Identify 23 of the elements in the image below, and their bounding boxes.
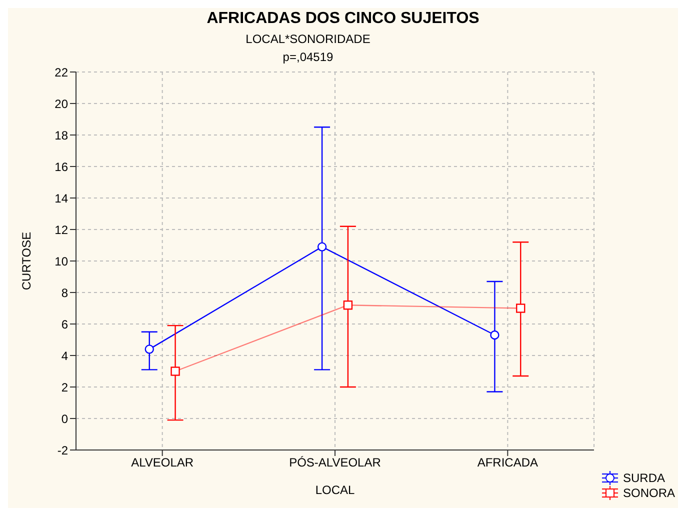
y-tick-label: 20 — [54, 96, 68, 111]
y-tick-label: 10 — [54, 254, 68, 268]
y-tick-label: 2 — [61, 380, 68, 394]
legend-label: SURDA — [623, 470, 666, 484]
y-axis-title: CURTOSE — [19, 232, 34, 290]
y-tick-label: 12 — [54, 222, 68, 237]
y-tick-label: 18 — [54, 128, 68, 142]
x-tick-label: ALVEOLAR — [131, 456, 194, 470]
x-tick-label: PÓS-ALVEOLAR — [289, 456, 382, 470]
x-axis-title: LOCAL — [315, 483, 355, 497]
y-tick-label: 6 — [61, 317, 68, 332]
chart-subtitle: LOCAL*SONORIDADE — [244, 32, 372, 46]
text: p=,04519 — [282, 50, 334, 64]
chart-title: AFRICADAS DOS CINCO SUJEITOS — [206, 10, 480, 28]
y-tick-label: 4 — [61, 348, 68, 363]
y-tick-label: -2 — [57, 443, 68, 458]
y-tick-label: 16 — [54, 160, 68, 174]
y-tick-label: 0 — [61, 412, 68, 426]
y-tick-label: 8 — [61, 286, 68, 300]
y-tick-label: 22 — [54, 65, 68, 80]
x-tick-label: AFRICADA — [477, 456, 538, 470]
legend-label: SONORA — [623, 486, 676, 500]
y-tick-label: 14 — [54, 191, 68, 206]
